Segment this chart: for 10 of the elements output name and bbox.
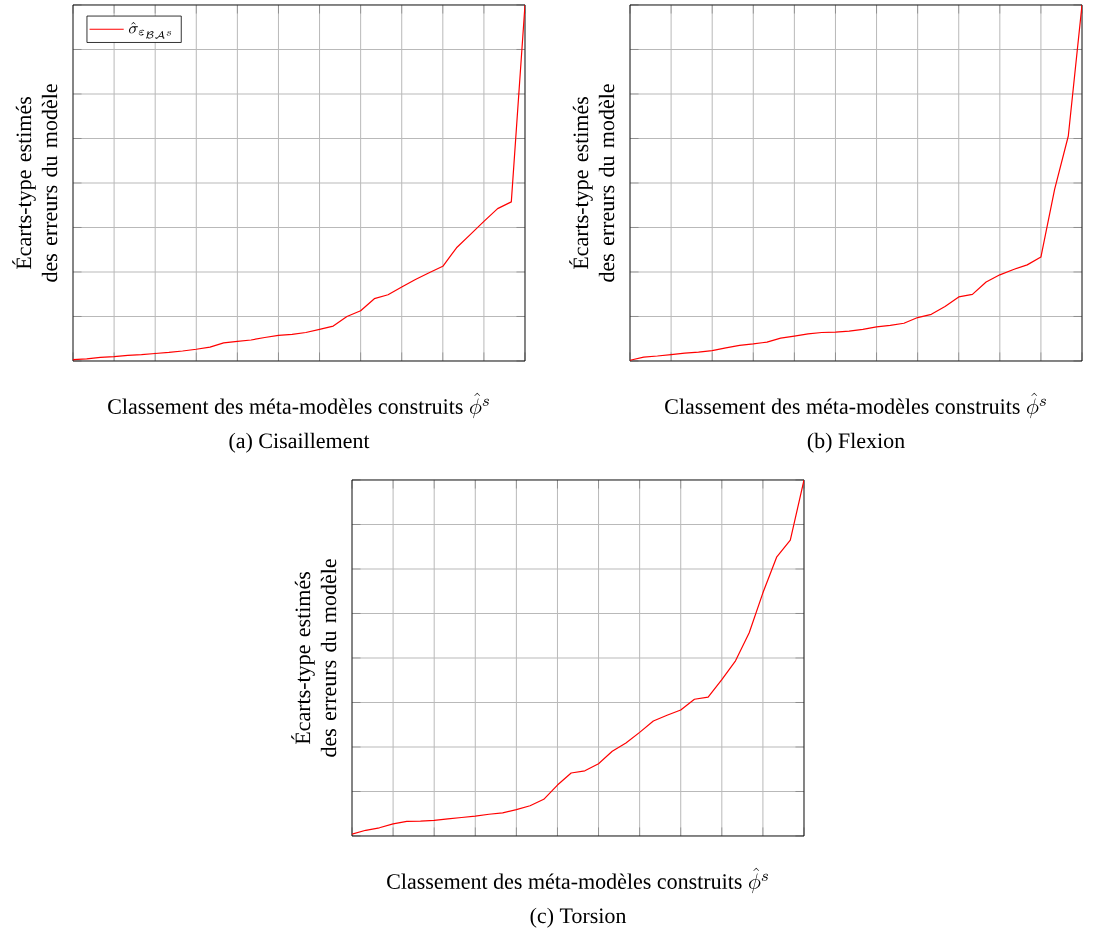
legend-label: $\hat{\sigma}_{\varepsilon_{\mathcal{B}\mathcal{A}^s}}$ (128, 22, 172, 39)
text: (c) Torsion (530, 907, 627, 928)
x-axis-title: $\mbox{Classement des méta-modèles construits }\hat{\phi}^s$ (387, 867, 768, 894)
x-axis-title: $\mbox{Classement des méta-modèles construits }\hat{\phi}^s$ (108, 392, 489, 419)
x-axis-title: $\mbox{Classement des méta-modèles construits }\hat{\phi}^s$ (665, 392, 1046, 419)
y-axis-title: Écarts-type estimés des erreurs du modèle (291, 559, 337, 757)
text: (b) Flexion (807, 432, 905, 453)
text: (a) Cisaillement (229, 432, 370, 453)
y-axis-title: Écarts-type estimés des erreurs du modèle (569, 84, 615, 282)
y-axis-title: Écarts-type estimés des erreurs du modèle (12, 84, 58, 282)
